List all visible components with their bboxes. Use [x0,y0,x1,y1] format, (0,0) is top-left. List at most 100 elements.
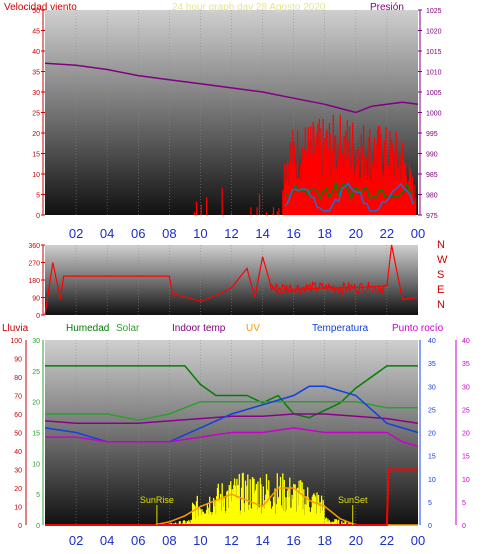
rain-axis-tick: 40 [14,449,22,456]
direction-axis-tick: 0 [36,313,40,320]
x-tick-label-top: 22 [380,226,394,241]
grid-layer [25,9,457,525]
panel-wind-direction [45,245,418,315]
x-tick-label-bottom: 02 [69,533,83,548]
pressure-axis-tick: 1015 [426,49,442,56]
rain-axis-tick: 90 [14,357,22,364]
wind-axis-tick: 15 [32,152,40,159]
wind-axis-tick: 40 [32,49,40,56]
sunset-label: SunSet [338,495,368,505]
solar-axis-tick: 20 [32,400,40,407]
dewpoint-axis-tick: 20 [462,431,470,438]
direction-letter: N [437,239,445,251]
wind-axis-tick: 45 [32,29,40,36]
humidity-line [45,365,418,419]
temperature-axis-tick: 20 [428,431,436,438]
rain-axis-tick: 10 [14,505,22,512]
temperature-axis-tick: 25 [428,407,436,414]
wind-axis-tick: 25 [32,111,40,118]
x-tick-label-top: 00 [411,226,425,241]
x-tick-label-bottom: 00 [411,533,425,548]
temperature-label: Temperatura [312,323,369,334]
solar-axis-tick: 0 [36,523,40,530]
solar-line [45,400,418,421]
direction-letter: S [437,269,444,281]
rain-axis-tick: 60 [14,412,22,419]
rain-axis-tick: 70 [14,394,22,401]
indoor-temp-label: Indoor temp [172,323,226,334]
x-tick-label-top: 10 [193,226,207,241]
x-tick-label-top: 16 [286,226,300,241]
pressure-axis-tick: 985 [426,172,438,179]
x-tick-label-top: 12 [224,226,238,241]
x-tick-label-bottom: 20 [349,533,363,548]
dewpoint-axis-tick: 0 [462,523,466,530]
direction-letter: E [437,284,444,296]
temperature-axis-tick: 5 [428,500,432,507]
pressure-label: Presión [370,2,404,13]
solar-axis-tick: 25 [32,369,40,376]
x-tick-label-top: 20 [349,226,363,241]
x-tick-label-bottom: 14 [255,533,269,548]
x-tick-label-bottom: 18 [318,533,332,548]
dewpoint-axis-tick: 15 [462,454,470,461]
solar-axis-tick: 10 [32,461,40,468]
dewpoint-axis-tick: 30 [462,384,470,391]
dewpoint-axis-tick: 5 [462,500,466,507]
rain-label: Lluvia [2,323,29,334]
wind-speed-label: Velocidad viento [4,2,77,13]
direction-axis-tick: 180 [28,278,40,285]
pressure-axis-tick: 1025 [426,8,442,15]
wind-axis-tick: 0 [36,213,40,220]
ticks-layer: 0202040406060808101012121414161618182020… [10,8,470,548]
indoor-temp-line [44,413,419,425]
x-tick-label-bottom: 16 [286,533,300,548]
rain-axis-tick: 0 [18,523,22,530]
x-tick-label-bottom: 04 [100,533,114,548]
x-tick-label-top: 18 [318,226,332,241]
wind-average-line [285,182,415,212]
temperature-axis-tick: 35 [428,361,436,368]
x-tick-label-top: 08 [162,226,176,241]
direction-axis-tick: 90 [32,296,40,303]
dewpoint-label: Punto rocío [392,323,444,334]
pressure-axis-tick: 1020 [426,29,442,36]
wind-gust-line [285,180,414,201]
wind-axis-tick: 20 [32,131,40,138]
uv-label: UV [246,323,260,334]
pressure-line [44,62,419,114]
pressure-axis-tick: 975 [426,213,438,220]
x-tick-label-bottom: 22 [380,533,394,548]
direction-letter: N [437,299,445,311]
chart-title: 24 hour graph day 28 Agosto 2020 [172,2,326,13]
temperature-axis-tick: 10 [428,477,436,484]
rain-axis-tick: 80 [14,375,22,382]
humidity-label: Humedad [66,323,109,334]
x-tick-label-bottom: 08 [162,533,176,548]
direction-axis-tick: 360 [28,243,40,250]
temperature-axis-tick: 30 [428,384,436,391]
pressure-axis-tick: 980 [426,193,438,200]
pressure-axis-tick: 1005 [426,90,442,97]
wind-direction-noise [269,280,387,296]
wind-axis-tick: 10 [32,172,40,179]
dewpoint-axis-tick: 10 [462,477,470,484]
direction-axis-tick: 270 [28,261,40,268]
x-tick-label-top: 14 [255,226,269,241]
dewpoint-axis-tick: 40 [462,338,470,345]
wind-direction-line [44,244,419,316]
pressure-axis-tick: 1000 [426,111,442,118]
rain-line [45,468,418,526]
pressure-axis-tick: 990 [426,152,438,159]
rain-axis-tick: 20 [14,486,22,493]
pressure-axis-tick: 995 [426,131,438,138]
pressure-axis-tick: 1010 [426,70,442,77]
rain-axis-tick: 30 [14,468,22,475]
x-tick-label-bottom: 10 [193,533,207,548]
wind-axis-tick: 35 [32,70,40,77]
dewpoint-line [45,427,419,448]
solar-axis-tick: 5 [36,492,40,499]
rain-axis-tick: 50 [14,431,22,438]
x-tick-label-top: 02 [69,226,83,241]
